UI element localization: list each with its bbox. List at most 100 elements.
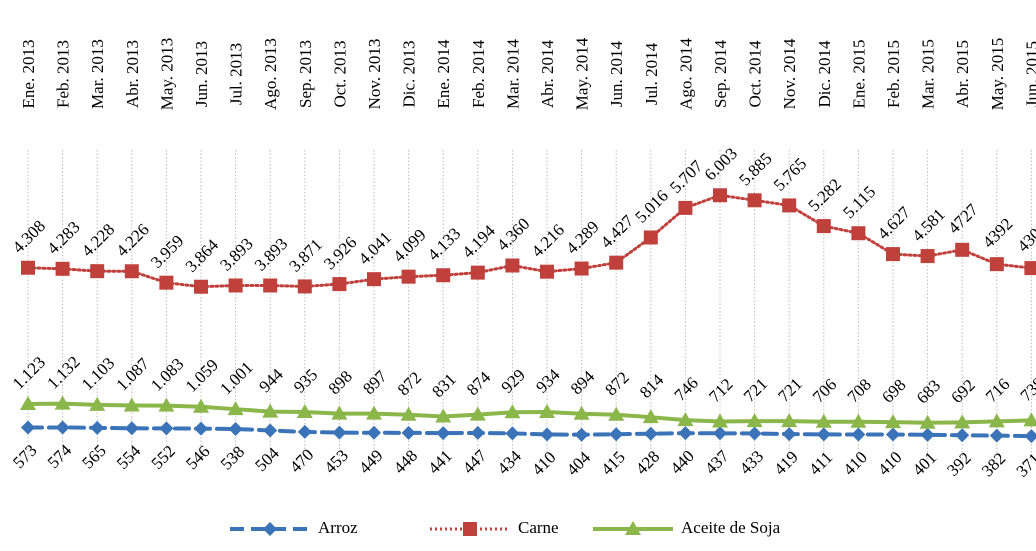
data-point-aceite-de-soja [469, 406, 486, 421]
data-point-aceite-de-soja [435, 408, 452, 423]
data-point-aceite-de-soja [712, 413, 728, 428]
category-label: Sep. 2014 [711, 40, 730, 109]
category-label: Nov. 2014 [780, 38, 799, 109]
data-label-arroz: 447 [459, 446, 491, 478]
data-label-carne: 4.099 [389, 225, 429, 265]
data-label-arroz: 392 [943, 448, 974, 479]
legend-label-aceite-de-soja: Aceite de Soja [681, 518, 781, 537]
category-label: Mar. 2013 [88, 39, 107, 109]
data-label-carne: 4.308 [9, 216, 49, 256]
data-point-arroz [851, 427, 866, 442]
category-label: Mar. 2015 [919, 39, 938, 109]
category-label: Dic. 2013 [400, 40, 419, 107]
data-label-aceite-de-soja: 708 [844, 375, 875, 406]
category-label: Ene. 2014 [434, 39, 453, 108]
data-label-arroz: 574 [44, 440, 76, 472]
data-label-arroz: 371 [1013, 449, 1036, 480]
data-point-aceite-de-soja [677, 412, 694, 427]
data-point-aceite-de-soja [746, 413, 763, 428]
data-label-aceite-de-soja: 1.059 [182, 355, 222, 395]
data-label-carne: 3.893 [251, 234, 291, 274]
data-point-arroz [332, 425, 347, 440]
data-point-aceite-de-soja [608, 406, 625, 421]
data-point-aceite-de-soja [296, 404, 313, 419]
category-label: May. 2015 [988, 38, 1007, 111]
data-label-arroz: 434 [494, 446, 526, 478]
data-label-carne: 4.216 [528, 220, 568, 260]
data-point-arroz [505, 426, 520, 441]
data-point-arroz [1024, 429, 1036, 444]
category-label: Feb. 2015 [884, 40, 903, 108]
category-label: Jul. 2013 [227, 43, 246, 105]
data-label-aceite-de-soja: 872 [394, 368, 425, 399]
data-label-aceite-de-soja: 894 [567, 367, 599, 399]
data-point-arroz [678, 426, 693, 441]
data-point-carne [782, 198, 797, 213]
data-label-aceite-de-soja: 831 [428, 370, 459, 401]
data-point-arroz [55, 420, 70, 435]
legend-label-carne: Carne [518, 518, 559, 537]
data-point-arroz [436, 426, 451, 441]
series-line-arroz [26, 425, 1034, 439]
data-label-carne: 4.041 [355, 228, 395, 268]
data-point-carne [886, 247, 900, 262]
data-label-arroz: 437 [701, 446, 733, 478]
legend-item-arroz: Arroz [230, 518, 358, 537]
data-point-aceite-de-soja [262, 403, 279, 418]
category-label: Mar. 2014 [503, 39, 522, 109]
series-line-aceite-de-soja [26, 401, 1034, 425]
data-point-carne [609, 255, 624, 270]
data-point-aceite-de-soja [539, 404, 555, 419]
data-label-aceite-de-soja: 721 [740, 374, 771, 405]
category-labels: Ene. 2013 Feb. 2013 Mar. 2013 Abr. 2013 May.… [19, 37, 1036, 110]
data-point-arroz [609, 427, 624, 442]
category-label: Ago. 2013 [261, 38, 280, 110]
data-label-aceite-de-soja: 683 [913, 376, 944, 407]
data-point-carne [124, 264, 139, 279]
category-label: Oct. 2014 [746, 40, 765, 108]
data-label-aceite-de-soja: 1.083 [147, 354, 187, 394]
data-label-carne: 3.864 [182, 235, 223, 276]
data-point-aceite-de-soja [89, 396, 106, 411]
data-point-carne [436, 268, 451, 283]
data-label-arroz: 440 [667, 446, 698, 477]
data-point-carne [816, 219, 831, 234]
data-label-arroz: 504 [251, 443, 283, 475]
data-point-carne [574, 261, 589, 276]
data-point-arroz [263, 423, 278, 438]
data-point-carne [159, 275, 174, 290]
data-label-arroz: 441 [424, 446, 455, 477]
data-point-carne [713, 188, 727, 203]
category-label: Jun. 2015 [1022, 41, 1036, 107]
data-point-arroz [297, 424, 312, 439]
data-label-aceite-de-soja: 929 [498, 365, 529, 396]
data-label-aceite-de-soja: 746 [671, 373, 702, 404]
data-label-aceite-de-soja: 944 [255, 364, 287, 396]
data-point-arroz [470, 425, 485, 440]
data-point-carne [228, 278, 243, 293]
data-point-aceite-de-soja [988, 413, 1005, 428]
data-label-aceite-de-soja: 897 [359, 366, 391, 398]
data-label-carne: 3.959 [147, 231, 187, 271]
category-label: Oct. 2013 [330, 40, 349, 107]
data-point-carne [263, 278, 278, 293]
data-label-carne: 4.133 [424, 224, 464, 264]
data-point-aceite-de-soja [885, 414, 901, 429]
data-label-aceite-de-soja: 716 [982, 375, 1013, 406]
data-point-aceite-de-soja [850, 413, 867, 428]
data-point-arroz [194, 421, 208, 436]
data-label-carne: 5.707 [666, 156, 707, 197]
data-point-aceite-de-soja [158, 397, 175, 412]
data-point-aceite-de-soja [193, 398, 209, 413]
category-label: Sep. 2013 [296, 40, 315, 108]
data-label-arroz: 565 [78, 441, 109, 472]
category-label: Abr. 2015 [953, 40, 972, 108]
data-label-arroz: 554 [113, 441, 145, 473]
data-label-arroz: 552 [148, 442, 179, 473]
data-point-carne [540, 264, 554, 279]
data-point-arroz [816, 427, 831, 442]
data-label-arroz: 382 [978, 449, 1009, 480]
data-point-arroz [540, 427, 554, 442]
